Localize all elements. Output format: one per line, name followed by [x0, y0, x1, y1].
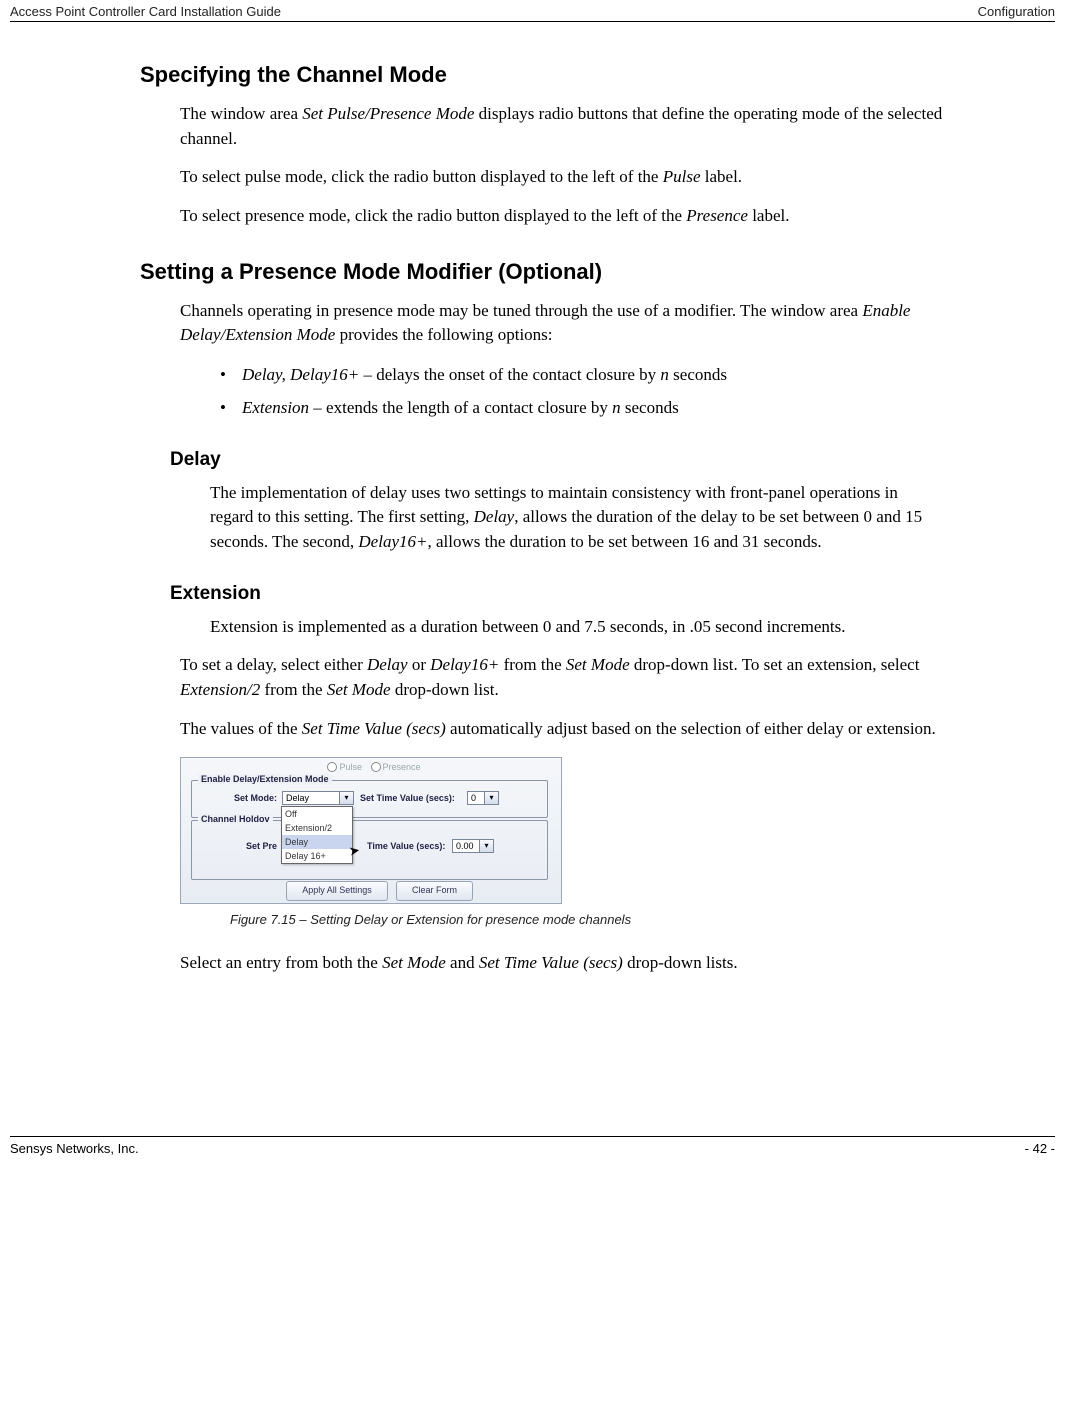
apply-all-settings-button[interactable]: Apply All Settings — [286, 881, 388, 901]
text: label. — [701, 167, 743, 186]
text-italic: Delay — [367, 655, 408, 674]
text-italic: Set Mode — [382, 953, 446, 972]
text-italic: Extension/2 — [180, 680, 260, 699]
chevron-down-icon[interactable]: ▾ — [484, 792, 498, 804]
text: from the — [260, 680, 327, 699]
groupbox-title: Enable Delay/Extension Mode — [198, 774, 332, 784]
para-s1-p3: To select presence mode, click the radio… — [180, 204, 945, 229]
text-italic: Set Mode — [566, 655, 630, 674]
text: provides the following options: — [335, 325, 552, 344]
para-delay: The implementation of delay uses two set… — [210, 481, 945, 555]
para-s2-p1: Channels operating in presence mode may … — [180, 299, 945, 348]
dropdown-option[interactable]: Extension/2 — [282, 821, 352, 835]
label-set-time-value: Set Time Value (secs): — [360, 793, 455, 803]
text-italic: Delay — [474, 507, 515, 526]
text-italic: Delay16+ — [358, 532, 427, 551]
text: drop-down list. To set an extension, sel… — [630, 655, 920, 674]
radio-presence[interactable] — [371, 762, 381, 772]
heading-specifying-channel-mode: Specifying the Channel Mode — [140, 62, 945, 88]
label-set-pre: Set Pre — [192, 841, 277, 851]
heading-delay: Delay — [170, 449, 945, 471]
para-s1-p2: To select pulse mode, click the radio bu… — [180, 165, 945, 190]
para-after-1: To set a delay, select either Delay or D… — [180, 653, 945, 702]
para-after-2: The values of the Set Time Value (secs) … — [180, 717, 945, 742]
radio-pulse[interactable] — [327, 762, 337, 772]
combo-value: Delay — [286, 793, 309, 803]
heading-extension: Extension — [170, 583, 945, 605]
text-italic: Set Time Value (secs) — [302, 719, 446, 738]
text: automatically adjust based on the select… — [446, 719, 936, 738]
para-s1-p1: The window area Set Pulse/Presence Mode … — [180, 102, 945, 151]
radio-label-presence: Presence — [383, 762, 421, 772]
label-time-value: Time Value (secs): — [367, 841, 445, 851]
text: and — [446, 953, 479, 972]
combo-set-time-2[interactable]: 0.00 ▾ — [452, 839, 494, 853]
clear-form-button[interactable]: Clear Form — [396, 881, 473, 901]
text: To set a delay, select either — [180, 655, 367, 674]
text-italic: Delay16+ — [430, 655, 499, 674]
dropdown-open-list[interactable]: OffExtension/2DelayDelay 16+ — [281, 806, 353, 864]
radio-label-pulse: Pulse — [339, 762, 362, 772]
para-extension: Extension is implemented as a duration b… — [210, 615, 945, 640]
combo-value: 0 — [471, 793, 476, 803]
cursor-icon: ➤ — [348, 843, 362, 861]
combo-set-mode[interactable]: Delay ▾ — [282, 791, 354, 805]
groupbox-channel-holdover: Channel Holdov Set Pre Time Value (secs)… — [191, 820, 548, 880]
text: Select an entry from both the — [180, 953, 382, 972]
text: label. — [748, 206, 790, 225]
groupbox-enable-delay-extension: Enable Delay/Extension Mode Set Mode: De… — [191, 780, 548, 818]
text: To select pulse mode, click the radio bu… — [180, 167, 663, 186]
text: To select presence mode, click the radio… — [180, 206, 686, 225]
bullet-list: Delay, Delay16+ – delays the onset of th… — [220, 362, 945, 421]
figure-screenshot: Pulse Presence Enable Delay/Extension Mo… — [180, 757, 562, 904]
dropdown-option[interactable]: Delay 16+ — [282, 849, 352, 863]
text: or — [408, 655, 431, 674]
footer-rule — [10, 1136, 1055, 1137]
list-item: Extension – extends the length of a cont… — [220, 395, 945, 421]
text-italic: Set Time Value (secs) — [479, 953, 623, 972]
text: drop-down lists. — [623, 953, 738, 972]
chevron-down-icon[interactable]: ▾ — [339, 792, 353, 804]
text: drop-down list. — [391, 680, 499, 699]
header-left: Access Point Controller Card Installatio… — [10, 4, 281, 19]
label-set-mode: Set Mode: — [192, 793, 277, 803]
combo-set-time-1[interactable]: 0 ▾ — [467, 791, 499, 805]
footer-right: - 42 - — [1025, 1141, 1055, 1156]
figure-radio-row: Pulse Presence — [181, 762, 561, 773]
text: The values of the — [180, 719, 302, 738]
chevron-down-icon[interactable]: ▾ — [479, 840, 493, 852]
heading-setting-presence-modifier: Setting a Presence Mode Modifier (Option… — [140, 259, 945, 285]
combo-value: 0.00 — [456, 841, 474, 851]
footer-left: Sensys Networks, Inc. — [10, 1141, 139, 1156]
text: Channels operating in presence mode may … — [180, 301, 862, 320]
figure-caption: Figure 7.15 – Setting Delay or Extension… — [230, 912, 945, 927]
text: The window area — [180, 104, 302, 123]
text-italic: Set Mode — [327, 680, 391, 699]
text: , allows the duration to be set between … — [427, 532, 821, 551]
para-after-3: Select an entry from both the Set Mode a… — [180, 951, 945, 976]
header-rule — [10, 21, 1055, 22]
text: from the — [499, 655, 566, 674]
groupbox-title: Channel Holdov — [198, 814, 273, 824]
header-right: Configuration — [978, 4, 1055, 19]
text-italic: Pulse — [663, 167, 701, 186]
dropdown-option[interactable]: Delay — [282, 835, 352, 849]
text-italic: Presence — [686, 206, 748, 225]
text-italic: Set Pulse/Presence Mode — [302, 104, 474, 123]
dropdown-option[interactable]: Off — [282, 807, 352, 821]
list-item: Delay, Delay16+ – delays the onset of th… — [220, 362, 945, 388]
